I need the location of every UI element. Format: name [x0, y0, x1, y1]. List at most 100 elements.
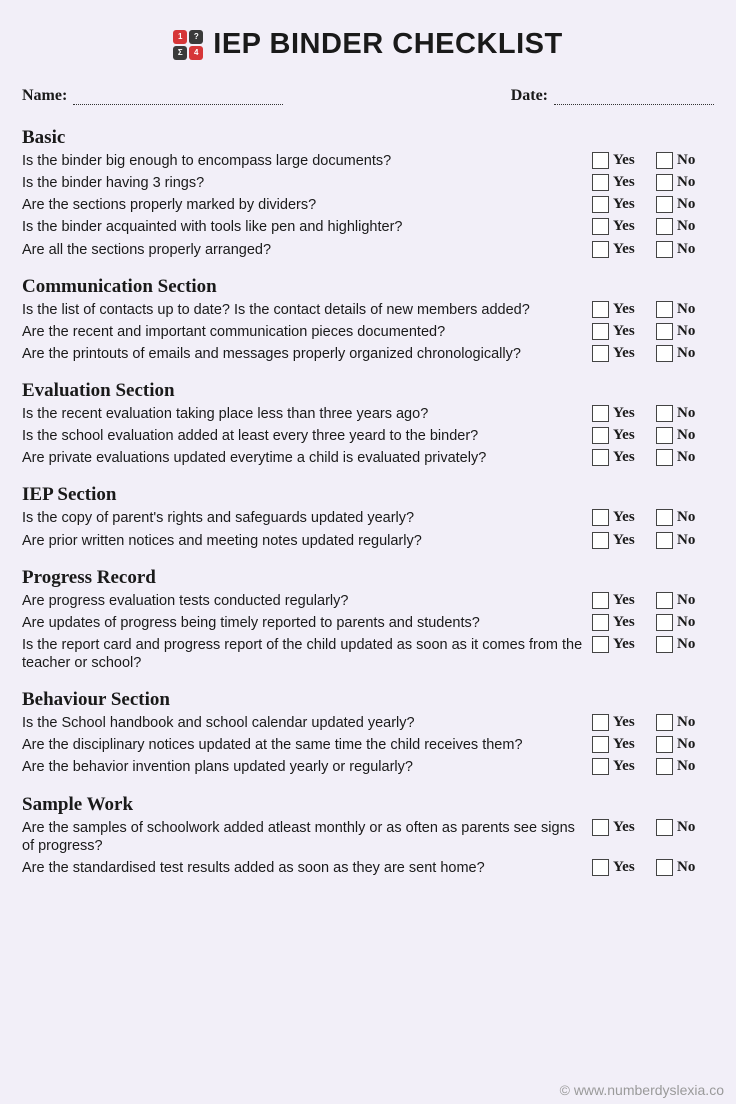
yes-checkbox[interactable]: [592, 152, 609, 169]
question-text: Is the school evaluation added at least …: [22, 427, 586, 445]
no-checkbox[interactable]: [656, 323, 673, 340]
question-text: Are the recent and important communicati…: [22, 323, 586, 341]
no-checkbox[interactable]: [656, 405, 673, 422]
yes-checkbox[interactable]: [592, 241, 609, 258]
no-checkbox[interactable]: [656, 509, 673, 526]
yes-label: Yes: [613, 592, 635, 609]
section-title: Progress Record: [22, 567, 714, 589]
name-label: Name:: [22, 87, 67, 105]
yes-checkbox[interactable]: [592, 323, 609, 340]
no-checkbox[interactable]: [656, 301, 673, 318]
no-label: No: [677, 859, 695, 876]
yes-label: Yes: [613, 509, 635, 526]
no-option: No: [656, 152, 714, 169]
yes-checkbox[interactable]: [592, 405, 609, 422]
yes-option: Yes: [592, 449, 650, 466]
yes-checkbox[interactable]: [592, 758, 609, 775]
name-input-line[interactable]: [73, 91, 283, 105]
yes-checkbox[interactable]: [592, 345, 609, 362]
yes-checkbox[interactable]: [592, 174, 609, 191]
no-label: No: [677, 301, 695, 318]
question-text: Is the copy of parent's rights and safeg…: [22, 509, 586, 527]
question-row: Is the binder big enough to encompass la…: [22, 151, 714, 173]
section: IEP SectionIs the copy of parent's right…: [22, 484, 714, 552]
no-option: No: [656, 241, 714, 258]
question-row: Are progress evaluation tests conducted …: [22, 591, 714, 613]
no-option: No: [656, 218, 714, 235]
no-checkbox[interactable]: [656, 345, 673, 362]
question-text: Are the disciplinary notices updated at …: [22, 736, 586, 754]
no-label: No: [677, 509, 695, 526]
yes-checkbox[interactable]: [592, 532, 609, 549]
date-input-line[interactable]: [554, 91, 714, 105]
question-row: Are updates of progress being timely rep…: [22, 613, 714, 635]
no-label: No: [677, 449, 695, 466]
no-checkbox[interactable]: [656, 592, 673, 609]
yes-label: Yes: [613, 241, 635, 258]
yes-checkbox[interactable]: [592, 736, 609, 753]
no-label: No: [677, 819, 695, 836]
question-row: Are private evaluations updated everytim…: [22, 448, 714, 470]
question-row: Are prior written notices and meeting no…: [22, 531, 714, 553]
yes-label: Yes: [613, 152, 635, 169]
no-checkbox[interactable]: [656, 449, 673, 466]
question-row: Is the School handbook and school calend…: [22, 713, 714, 735]
question-row: Is the copy of parent's rights and safeg…: [22, 508, 714, 530]
page-title: IEP BINDER CHECKLIST: [213, 28, 562, 61]
no-checkbox[interactable]: [656, 714, 673, 731]
yes-checkbox[interactable]: [592, 592, 609, 609]
yes-label: Yes: [613, 758, 635, 775]
no-checkbox[interactable]: [656, 614, 673, 631]
section: Progress RecordAre progress evaluation t…: [22, 567, 714, 676]
yes-checkbox[interactable]: [592, 636, 609, 653]
yes-option: Yes: [592, 323, 650, 340]
no-label: No: [677, 614, 695, 631]
question-row: Are the behavior invention plans updated…: [22, 757, 714, 779]
no-checkbox[interactable]: [656, 174, 673, 191]
no-checkbox[interactable]: [656, 532, 673, 549]
yes-checkbox[interactable]: [592, 427, 609, 444]
yes-checkbox[interactable]: [592, 449, 609, 466]
yes-option: Yes: [592, 174, 650, 191]
no-option: No: [656, 592, 714, 609]
no-checkbox[interactable]: [656, 218, 673, 235]
no-checkbox[interactable]: [656, 427, 673, 444]
yes-checkbox[interactable]: [592, 218, 609, 235]
no-checkbox[interactable]: [656, 241, 673, 258]
logo-icon: 1?Σ4: [173, 30, 203, 60]
logo-square: 4: [189, 46, 203, 60]
question-text: Are the printouts of emails and messages…: [22, 345, 586, 363]
section: Evaluation SectionIs the recent evaluati…: [22, 380, 714, 470]
question-row: Are the samples of schoolwork added atle…: [22, 818, 714, 858]
no-option: No: [656, 323, 714, 340]
yes-checkbox[interactable]: [592, 614, 609, 631]
question-text: Is the recent evaluation taking place le…: [22, 405, 586, 423]
yes-label: Yes: [613, 218, 635, 235]
question-text: Are the behavior invention plans updated…: [22, 758, 586, 776]
no-checkbox[interactable]: [656, 859, 673, 876]
no-checkbox[interactable]: [656, 196, 673, 213]
yes-checkbox[interactable]: [592, 714, 609, 731]
no-checkbox[interactable]: [656, 636, 673, 653]
no-checkbox[interactable]: [656, 152, 673, 169]
yes-label: Yes: [613, 405, 635, 422]
yes-label: Yes: [613, 323, 635, 340]
yes-checkbox[interactable]: [592, 301, 609, 318]
yes-option: Yes: [592, 736, 650, 753]
yes-option: Yes: [592, 714, 650, 731]
no-checkbox[interactable]: [656, 819, 673, 836]
yes-checkbox[interactable]: [592, 819, 609, 836]
yes-checkbox[interactable]: [592, 509, 609, 526]
yes-option: Yes: [592, 241, 650, 258]
no-checkbox[interactable]: [656, 736, 673, 753]
yes-checkbox[interactable]: [592, 859, 609, 876]
no-label: No: [677, 152, 695, 169]
no-label: No: [677, 218, 695, 235]
yes-option: Yes: [592, 427, 650, 444]
no-checkbox[interactable]: [656, 758, 673, 775]
question-text: Are all the sections properly arranged?: [22, 241, 586, 259]
no-label: No: [677, 427, 695, 444]
yes-label: Yes: [613, 532, 635, 549]
yes-option: Yes: [592, 592, 650, 609]
yes-checkbox[interactable]: [592, 196, 609, 213]
